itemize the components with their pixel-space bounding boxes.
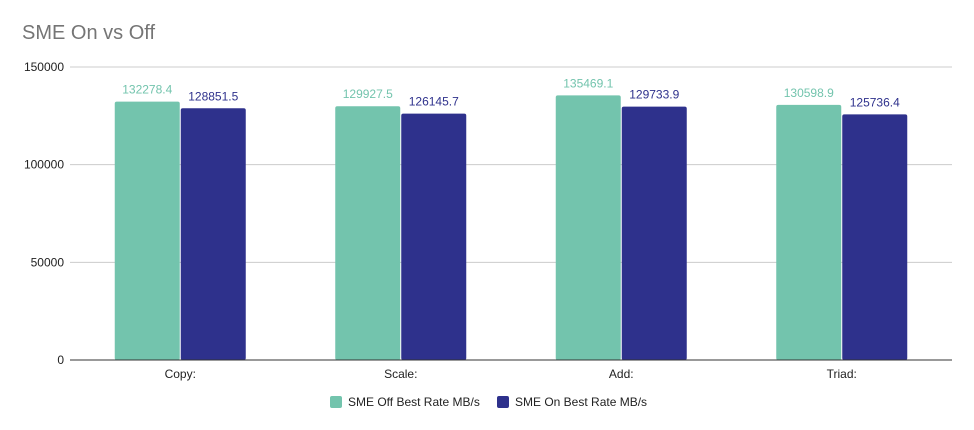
x-tick-label: Copy: [165,367,196,381]
bar [401,113,467,360]
bar [776,104,842,360]
y-tick-label: 50000 [31,255,65,269]
legend-label: SME Off Best Rate MB/s [348,395,480,409]
y-tick-label: 0 [57,353,64,367]
bar [555,95,621,360]
data-label: 129927.5 [343,87,393,101]
y-tick-label: 150000 [24,60,64,74]
legend-swatch [497,396,509,408]
legend-label: SME On Best Rate MB/s [515,395,647,409]
chart-title: SME On vs Off [22,22,155,44]
bar [621,106,687,360]
x-tick-label: Scale: [384,367,417,381]
data-label: 129733.9 [629,88,679,102]
x-tick-label: Add: [609,367,634,381]
data-label: 135469.1 [563,76,613,90]
bar [114,101,180,360]
bar [335,106,401,360]
data-label: 130598.9 [784,86,834,100]
data-label: 132278.4 [122,83,172,97]
y-tick-label: 100000 [24,158,64,172]
data-label: 126145.7 [409,95,459,109]
x-tick-label: Triad: [827,367,857,381]
data-label: 125736.4 [850,95,900,109]
bar [180,108,246,361]
data-label: 128851.5 [188,89,238,103]
bar [842,114,908,360]
legend-swatch [330,396,342,408]
